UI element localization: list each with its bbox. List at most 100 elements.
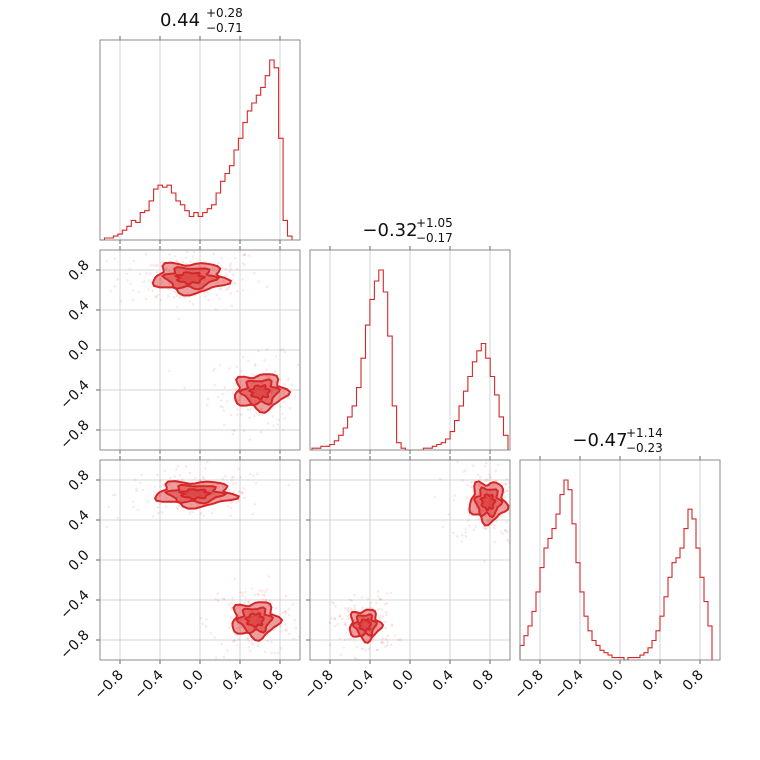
sample-point [346,617,350,621]
sample-point [191,510,194,514]
sample-point [213,383,217,387]
sample-point [220,642,223,646]
sample-point [383,620,387,624]
sample-point [331,600,334,604]
sample-point [221,392,224,396]
sample-point [378,616,382,620]
sample-point [464,528,467,531]
sample-point [241,277,245,281]
sample-point [225,400,229,403]
sample-point [257,280,260,283]
sample-point [482,526,486,529]
sample-point [153,490,156,494]
sample-point [151,289,154,293]
sample-point [231,273,235,277]
sample-point [488,473,491,476]
sample-point [339,653,343,657]
sample-point [263,390,266,393]
sample-point [464,469,467,472]
sample-point [155,295,158,299]
sample-point [376,590,380,593]
sample-point [259,627,263,630]
y-tick-label: −0.8 [57,417,92,452]
sample-point [296,363,300,367]
sample-point [266,639,269,643]
sample-point [370,624,374,628]
sample-point [236,606,239,610]
sample-point [347,610,350,614]
sample-point [257,413,261,416]
sample-point [506,538,509,542]
sample-point [439,478,442,481]
sample-point [366,630,370,633]
sample-point [527,480,530,483]
sample-point [113,284,117,288]
sample-point [227,488,230,492]
sample-point [305,375,308,378]
sample-point [192,492,196,496]
sample-point [222,423,226,427]
sample-point [180,478,184,482]
sample-point [144,297,148,301]
panel-0-0: 0.44 +0.28−0.71 [99,6,301,244]
sample-point [155,270,159,274]
sample-point [246,408,250,412]
sample-point [283,383,286,386]
sample-point [460,540,464,543]
sample-point [342,646,346,649]
sample-point [498,452,501,455]
sample-point [302,385,305,388]
sample-point [237,490,241,493]
sample-point [516,479,519,482]
y-tick-label: 0.0 [66,547,93,574]
x-tick-label: −0.4 [131,667,166,702]
x-tick-label: 0.4 [430,667,457,694]
sample-point [184,296,187,299]
sample-point [526,484,529,487]
sample-point [251,615,254,618]
sample-point [297,635,300,639]
sample-point [232,282,235,286]
param-title-plus-0: +0.28 [206,6,243,20]
sample-point [312,359,315,362]
sample-point [240,369,243,373]
sample-point [381,616,384,619]
sample-point [167,483,171,487]
sample-point [258,589,261,592]
sample-point [239,476,242,479]
sample-point [163,469,167,473]
sample-point [470,509,474,513]
sample-point [397,638,400,642]
sample-point [271,415,275,418]
sample-point [467,524,471,528]
sample-point [232,475,235,479]
sample-point [347,637,351,641]
sample-point [260,589,264,593]
sample-point [147,499,150,503]
sample-point [109,289,113,293]
sample-point [361,606,364,610]
sample-point [247,602,250,606]
sample-point [332,602,335,605]
sample-point [247,640,251,643]
sample-point [231,596,235,600]
sample-point [464,534,468,538]
sample-point [222,484,225,488]
sample-point [237,398,241,402]
sample-point [433,495,437,499]
sample-point [262,389,265,392]
sample-point [144,253,148,256]
sample-point [216,281,219,285]
sample-point [168,369,171,373]
sample-point [105,525,108,529]
sample-point [214,308,218,311]
sample-point [328,621,332,625]
sample-point [384,637,388,641]
sample-point [230,606,233,610]
sample-point [344,606,347,610]
sample-point [229,262,232,266]
sample-point [198,264,201,268]
contour-line-2 [479,493,497,512]
sample-point [478,484,481,487]
sample-point [132,505,135,509]
